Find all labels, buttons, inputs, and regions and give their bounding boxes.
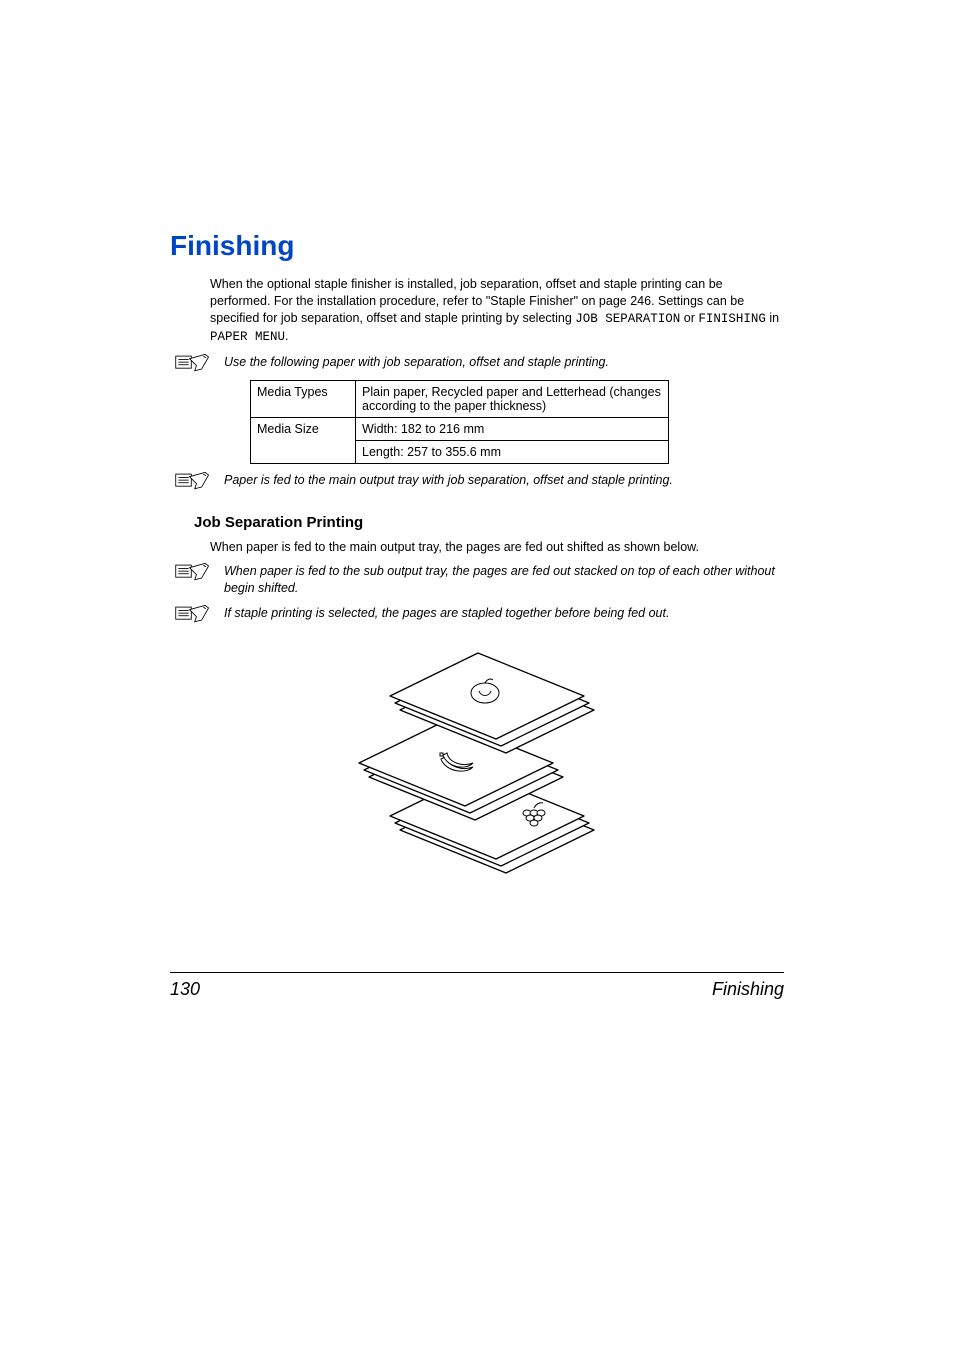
note-1-text: Use the following paper with job separat…: [224, 352, 609, 371]
table-row: Media Size Width: 182 to 216 mm: [251, 417, 669, 440]
note-icon: [174, 470, 212, 492]
intro-text-4: .: [285, 329, 288, 343]
page-number: 130: [170, 979, 200, 1000]
section-body: When paper is fed to the main output tra…: [170, 539, 784, 556]
intro-mono-1: JOB SEPARATION: [575, 312, 680, 326]
intro-paragraph: When the optional staple finisher is ins…: [170, 276, 784, 346]
note-2-text: Paper is fed to the main output tray wit…: [224, 470, 673, 489]
intro-mono-3: PAPER MENU: [210, 330, 285, 344]
intro-text-3: in: [766, 311, 779, 325]
page-title: Finishing: [170, 230, 784, 262]
media-types-label: Media Types: [251, 380, 356, 417]
note-3: When paper is fed to the sub output tray…: [170, 561, 784, 597]
media-size-length: Length: 257 to 355.6 mm: [356, 440, 669, 463]
media-size-width: Width: 182 to 216 mm: [356, 417, 669, 440]
media-types-value: Plain paper, Recycled paper and Letterhe…: [356, 380, 669, 417]
footer-label: Finishing: [712, 979, 784, 1000]
media-size-label: Media Size: [251, 417, 356, 463]
note-4: If staple printing is selected, the page…: [170, 603, 784, 625]
section-heading: Job Separation Printing: [194, 514, 784, 531]
table-row: Media Types Plain paper, Recycled paper …: [251, 380, 669, 417]
offset-stack-illustration: [337, 637, 617, 877]
illustration-wrapper: [170, 637, 784, 877]
intro-mono-2: FINISHING: [698, 312, 766, 326]
note-1: Use the following paper with job separat…: [170, 352, 784, 374]
intro-text-2: or: [680, 311, 698, 325]
note-2: Paper is fed to the main output tray wit…: [170, 470, 784, 492]
note-icon: [174, 603, 212, 625]
note-3-text: When paper is fed to the sub output tray…: [224, 561, 784, 597]
page-footer: 130 Finishing: [170, 972, 784, 1000]
media-spec-table: Media Types Plain paper, Recycled paper …: [250, 380, 669, 464]
note-icon: [174, 352, 212, 374]
note-4-text: If staple printing is selected, the page…: [224, 603, 669, 622]
note-icon: [174, 561, 212, 583]
